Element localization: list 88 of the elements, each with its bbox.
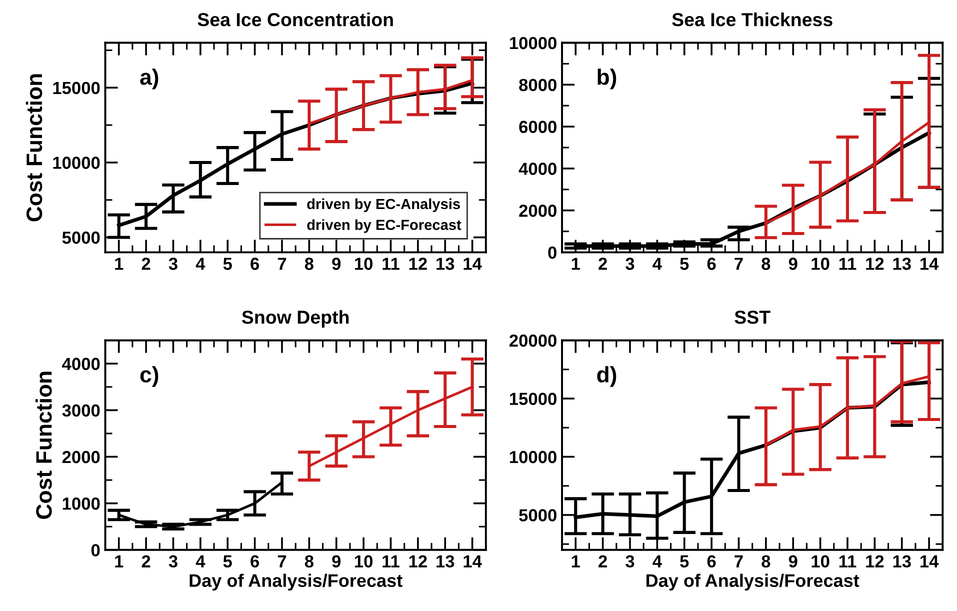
y-tick-label: 15000 (510, 392, 556, 406)
x-tick-label: 6 (250, 555, 259, 568)
x-axis-title: Day of Analysis/Forecast (646, 574, 860, 591)
x-tick-label: 1 (572, 555, 580, 568)
x-tick-label: 1 (115, 555, 124, 568)
y-tick-label: 0 (548, 246, 556, 259)
x-tick-label: 10 (812, 258, 830, 270)
x-tick-label: 11 (839, 555, 856, 568)
x-tick-label: 5 (680, 258, 689, 270)
x-tick-label: 2 (598, 555, 607, 568)
legend-label: driven by EC-Analysis (307, 198, 460, 212)
y-tick-label: 0 (91, 544, 100, 556)
x-tick-label: 7 (734, 258, 743, 270)
x-tick-label: 4 (652, 555, 662, 568)
chart-title: Snow Depth (242, 310, 349, 328)
x-tick-label: 3 (168, 258, 178, 270)
x-tick-label: 11 (839, 258, 856, 270)
x-tick-label: 5 (680, 555, 689, 568)
x-tick-label: 13 (436, 258, 454, 270)
x-tick-label: 5 (223, 555, 232, 568)
annotation: b) (598, 68, 616, 90)
x-tick-label: 14 (920, 555, 939, 568)
x-tick-label: 9 (332, 555, 341, 568)
y-axis-title: Cost Function (26, 74, 42, 222)
x-tick-label: 8 (304, 258, 314, 270)
x-tick-label: 8 (762, 555, 770, 568)
x-tick-label: 12 (409, 258, 427, 270)
x-tick-label: 11 (382, 555, 400, 568)
x-tick-label: 2 (142, 258, 150, 270)
x-tick-label: 14 (920, 258, 939, 270)
chart-title: SST (734, 310, 770, 324)
x-tick-label: 8 (304, 555, 314, 568)
y-tick-label: 5000 (62, 232, 100, 244)
x-tick-label: 3 (626, 258, 634, 270)
x-tick-label: 9 (788, 258, 798, 270)
y-tick-label: 10000 (510, 450, 556, 464)
x-tick-label: 10 (354, 258, 372, 270)
y-tick-label: 8000 (519, 78, 556, 92)
x-tick-label: 14 (464, 258, 482, 270)
x-axis-title: Day of Analysis/Forecast (190, 574, 402, 591)
x-tick-label: 10 (812, 555, 830, 568)
x-tick-label: 3 (168, 555, 178, 568)
y-tick-label: 10000 (53, 156, 100, 169)
x-tick-label: 2 (598, 258, 607, 270)
x-tick-label: 14 (464, 555, 482, 568)
x-tick-label: 7 (734, 555, 743, 568)
x-tick-label: 13 (893, 555, 911, 568)
y-tick-label: 4000 (62, 358, 100, 370)
y-tick-label: 2000 (519, 204, 556, 217)
x-tick-label: 4 (196, 258, 206, 270)
x-tick-label: 12 (866, 555, 884, 568)
y-axis-title: Cost Function (36, 372, 52, 519)
y-tick-label: 4000 (518, 162, 556, 175)
x-tick-label: 7 (278, 555, 286, 568)
x-tick-label: 12 (866, 258, 884, 270)
x-tick-label: 4 (652, 258, 662, 270)
x-tick-label: 10 (354, 555, 372, 568)
y-tick-label: 3000 (62, 404, 100, 417)
x-tick-label: 6 (707, 258, 716, 270)
y-tick-label: 15000 (53, 82, 100, 94)
y-tick-label: 6000 (519, 120, 556, 134)
x-tick-label: 12 (409, 555, 427, 568)
y-tick-label: 20000 (509, 334, 556, 347)
x-tick-label: 8 (762, 258, 770, 270)
x-tick-label: 2 (142, 555, 150, 568)
x-tick-label: 11 (382, 258, 400, 270)
legend-label: driven by EC-Forecast (307, 219, 462, 233)
y-tick-label: 2000 (62, 450, 100, 464)
x-tick-label: 13 (436, 555, 454, 568)
x-tick-label: 7 (278, 258, 286, 270)
x-tick-label: 6 (707, 555, 716, 568)
y-tick-label: 5000 (519, 509, 556, 522)
annotation: a) (140, 68, 158, 90)
x-tick-label: 13 (893, 258, 911, 270)
annotation: d) (597, 366, 616, 387)
x-tick-label: 4 (196, 555, 206, 568)
x-tick-label: 3 (626, 555, 634, 568)
x-tick-label: 9 (332, 258, 341, 270)
chart-title: Sea Ice Thickness (672, 12, 832, 26)
x-tick-label: 1 (115, 258, 124, 270)
chart-title: Sea Ice Concentration (198, 12, 393, 26)
x-tick-label: 1 (572, 258, 580, 270)
y-tick-label: 10000 (510, 36, 556, 50)
annotation: c) (140, 366, 158, 387)
x-tick-label: 5 (223, 258, 232, 270)
y-tick-label: 1000 (62, 498, 100, 510)
x-tick-label: 6 (250, 258, 259, 270)
x-tick-label: 9 (788, 555, 798, 568)
